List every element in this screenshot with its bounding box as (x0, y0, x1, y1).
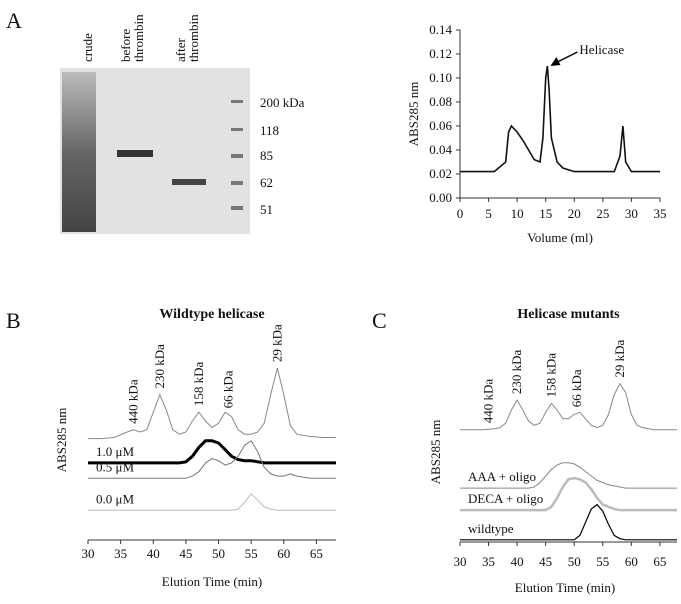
peak-label: 230 kDa (509, 349, 524, 394)
annotation: Helicase (579, 42, 624, 57)
x-tick-label: 30 (454, 554, 467, 569)
panel-letter: B (6, 308, 21, 333)
lane-label: after (173, 38, 188, 62)
x-axis-label: Elution Time (min) (162, 574, 262, 589)
x-tick-label: 30 (82, 546, 95, 561)
x-tick-label: 65 (653, 554, 666, 569)
peak-label: 440 kDa (126, 379, 141, 424)
trace (460, 462, 677, 489)
x-tick-label: 30 (625, 206, 638, 221)
x-tick-label: 50 (568, 554, 581, 569)
peak-label: 440 kDa (481, 379, 496, 424)
y-axis-label: ABS285 nm (428, 420, 443, 485)
x-tick-label: 35 (114, 546, 127, 561)
x-tick-label: 50 (212, 546, 225, 561)
peak-label: 158 kDa (543, 353, 558, 398)
x-tick-label: 55 (245, 546, 258, 561)
peak-label: 230 kDa (152, 344, 167, 389)
trace-label: AAA + oligo (468, 469, 536, 484)
trace (460, 476, 677, 512)
x-tick-label: 55 (596, 554, 609, 569)
trace-label: 0.0 μM (96, 491, 134, 506)
marker-label: 85 (260, 148, 273, 163)
trace (460, 65, 660, 173)
peak-label: 66 kDa (220, 370, 235, 408)
y-axis-label: ABS285 nm (406, 82, 421, 147)
x-tick-label: 40 (511, 554, 524, 569)
marker-label: 118 (260, 123, 279, 138)
x-tick-label: 45 (179, 546, 192, 561)
trace (88, 492, 336, 511)
chart-title: Wildtype helicase (159, 307, 264, 322)
x-tick-label: 45 (539, 554, 552, 569)
x-tick-label: 65 (310, 546, 323, 561)
trace (88, 440, 336, 479)
marker-label: 51 (260, 202, 273, 217)
y-tick-label: 0.08 (429, 94, 452, 109)
x-tick-label: 40 (147, 546, 160, 561)
lane-label: before (118, 29, 133, 62)
trace (88, 367, 336, 440)
x-tick-label: 15 (539, 206, 552, 221)
y-tick-label: 0.10 (429, 70, 452, 85)
y-tick-label: 0.14 (429, 22, 452, 37)
trace-label: 1.0 μM (96, 444, 134, 459)
marker-label: 62 (260, 175, 273, 190)
trace (460, 382, 677, 431)
x-tick-label: 10 (511, 206, 524, 221)
x-tick-label: 25 (596, 206, 609, 221)
peak-label: 66 kDa (569, 369, 584, 407)
x-tick-label: 20 (568, 206, 581, 221)
gel: crude before thrombin after thrombin 200… (60, 14, 305, 234)
y-tick-label: 0.04 (429, 142, 452, 157)
peak-label: 29 kDa (269, 324, 284, 362)
x-tick-label: 60 (625, 554, 638, 569)
peak-label: 29 kDa (612, 339, 627, 377)
trace-label: wildtype (468, 521, 514, 536)
x-tick-label: 0 (457, 206, 464, 221)
marker-label: 200 kDa (260, 95, 305, 110)
y-tick-label: 0.00 (429, 190, 452, 205)
y-tick-label: 0.12 (429, 46, 452, 61)
trace-label: 0.5 μM (96, 459, 134, 474)
lane-label: thrombin (186, 14, 201, 62)
panel-letter: A (6, 8, 22, 33)
x-tick-label: 5 (485, 206, 492, 221)
peak-label: 158 kDa (191, 362, 206, 407)
x-axis-label: Volume (ml) (527, 230, 593, 245)
trace-label: DECA + oligo (468, 491, 543, 506)
y-tick-label: 0.02 (429, 166, 452, 181)
x-axis-label: Elution Time (min) (515, 580, 615, 595)
trace (88, 439, 336, 465)
x-tick-label: 35 (654, 206, 667, 221)
lane-label: crude (80, 33, 95, 62)
y-tick-label: 0.06 (429, 118, 452, 133)
y-axis-label: ABS285 nm (54, 408, 69, 473)
chart-title: Helicase mutants (517, 307, 620, 322)
lane-label: thrombin (131, 14, 146, 62)
x-tick-label: 60 (277, 546, 290, 561)
arrow-head (550, 57, 561, 66)
panel-letter: C (372, 308, 387, 333)
trace (460, 503, 677, 541)
x-tick-label: 35 (482, 554, 495, 569)
